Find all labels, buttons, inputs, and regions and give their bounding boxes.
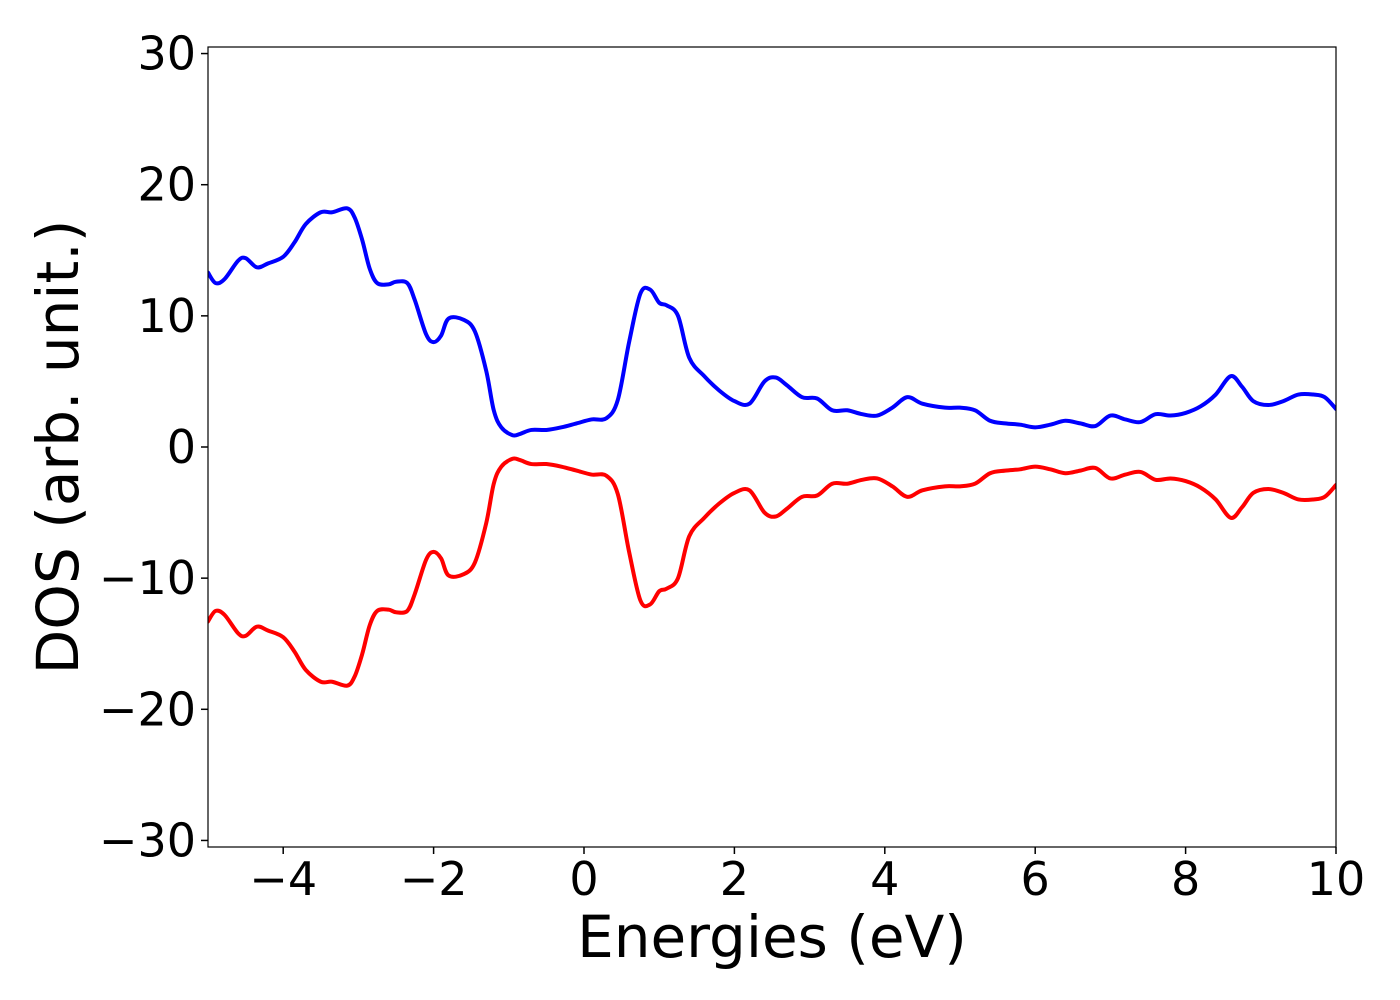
series-layer: [208, 206, 1336, 688]
y-tick-label: −30: [99, 813, 196, 867]
x-tick-label: −4: [249, 852, 317, 906]
x-tick-label: 2: [720, 852, 749, 906]
x-tick-label: 6: [1021, 852, 1050, 906]
plot-frame: [207, 46, 1337, 848]
y-tick-label: 30: [137, 27, 196, 81]
x-tick-label: 4: [870, 852, 899, 906]
x-axis: −4 −2 0 2 4 6 8 10: [249, 847, 1365, 906]
y-tick-label: 20: [137, 158, 196, 212]
series-line-2: [208, 456, 1336, 688]
y-tick-label: 10: [137, 289, 196, 343]
y-axis-title: DOS (arb. unit.): [24, 220, 92, 675]
x-tick-label: 0: [569, 852, 598, 906]
x-tick-label: 8: [1171, 852, 1200, 906]
series-line-1: [208, 206, 1336, 438]
y-tick-label: −20: [99, 682, 196, 736]
x-axis-title: Energies (eV): [577, 903, 967, 971]
y-tick-label: −10: [99, 551, 196, 605]
y-tick-label: 0: [167, 420, 196, 474]
y-axis: −30 −20 −10 0 10 20 30: [99, 27, 208, 867]
x-tick-label: −2: [400, 852, 468, 906]
x-tick-label: 10: [1307, 852, 1366, 906]
